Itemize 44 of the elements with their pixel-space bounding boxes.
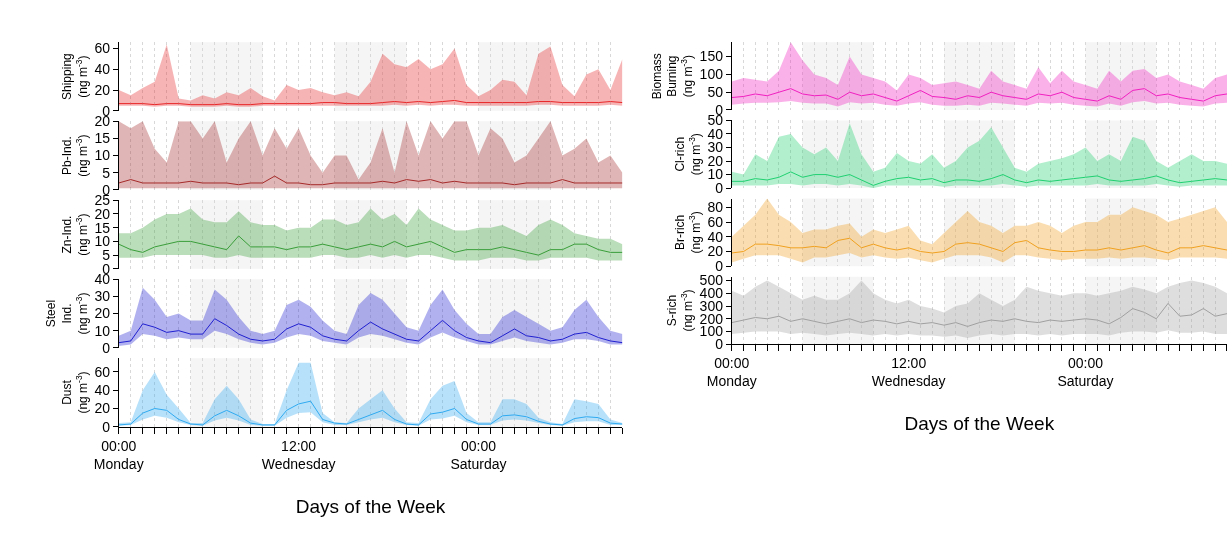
x-tick-label: 12:00 Wednesday — [871, 355, 946, 390]
line-series — [731, 171, 1227, 186]
x-tick-label: 12:00 Wednesday — [261, 437, 336, 472]
y-tick-label: 10 — [94, 322, 111, 339]
y-tick-label: 80 — [707, 199, 724, 216]
line-series — [731, 237, 1227, 254]
y-tick-label: 60 — [94, 40, 111, 57]
y-tick-label: 0 — [102, 418, 111, 435]
y-tick-label: 40 — [94, 382, 111, 399]
y-tick-label: 0 — [715, 180, 724, 196]
y-tick-label: 20 — [94, 82, 111, 98]
x-tick-label: 00:00 Saturday — [1057, 355, 1114, 390]
y-tick-label: 5 — [102, 164, 111, 181]
x-axis-title: Days of the Week — [295, 495, 446, 517]
y-tick-label: 10 — [94, 147, 111, 164]
y-tick-label: 40 — [707, 125, 724, 142]
x-tick-label: 00:00 Saturday — [450, 437, 507, 472]
y-tick-label: 20 — [94, 205, 111, 222]
y-tick-label: 10 — [94, 233, 111, 250]
y-tick-label: 50 — [707, 84, 724, 101]
y-tick-label: 100 — [699, 66, 724, 83]
y-tick-label: 15 — [94, 130, 111, 147]
y-tick-label: 60 — [94, 363, 111, 380]
y-tick-label: 60 — [707, 213, 724, 230]
line-series — [118, 318, 623, 344]
y-tick-label: 20 — [94, 305, 111, 322]
x-axis-title: Days of the Week — [904, 413, 1055, 435]
y-tick-label: 40 — [707, 228, 724, 245]
y-tick-label: 150 — [699, 48, 724, 65]
y-tick-label: 0 — [715, 258, 724, 275]
y-tick-label: 5 — [102, 247, 111, 264]
y-tick-label: 40 — [94, 61, 111, 78]
y-tick-label: 0 — [102, 339, 111, 356]
y-tick-label: 15 — [94, 219, 111, 236]
x-tick-label: 00:00 Monday — [93, 437, 144, 472]
y-tick-label: 20 — [707, 243, 724, 260]
y-tick-label: 10 — [707, 166, 724, 183]
line-series — [118, 175, 623, 186]
x-tick-label: 00:00 Monday — [706, 355, 757, 390]
line-series — [118, 235, 623, 256]
line-series — [731, 302, 1227, 327]
line-series — [731, 88, 1227, 102]
y-tick-label: 30 — [94, 288, 111, 305]
y-tick-label: 20 — [94, 400, 111, 417]
